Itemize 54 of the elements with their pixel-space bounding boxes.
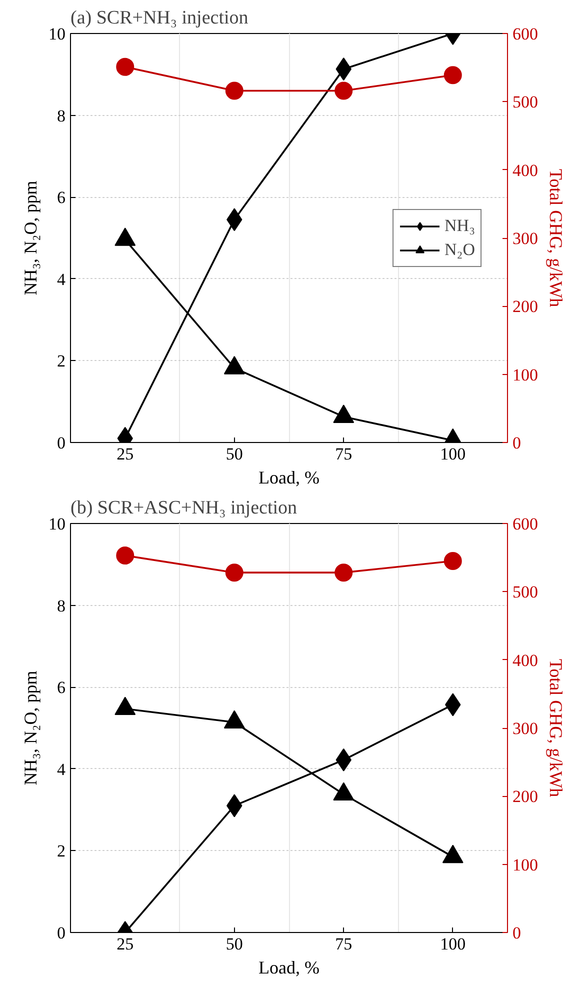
y2-axis-title: Total GHG, g/kWh xyxy=(546,658,566,798)
point xyxy=(116,546,134,565)
y-tick-label: 4 xyxy=(57,270,66,289)
x-tick-label: 100 xyxy=(440,934,466,954)
chart-title: (b) SCR+ASC+NH₃ injection xyxy=(70,498,298,518)
point xyxy=(225,564,244,582)
y2-tick-label: 0 xyxy=(512,434,521,452)
y-axis-title: NH₃, N₂O, ppm xyxy=(20,180,40,296)
y-tick-label: 6 xyxy=(57,188,66,208)
y-tick-label: 10 xyxy=(48,24,66,44)
y2-tick-label: 500 xyxy=(512,92,538,112)
x-tick-label: 50 xyxy=(226,444,243,464)
y2-axis-title: Total GHG, g/kWh xyxy=(546,168,566,308)
chart-title: (a) SCR+NH₃ injection xyxy=(70,8,249,28)
y-tick-label: 10 xyxy=(48,514,66,534)
y-tick-label: 0 xyxy=(57,434,66,452)
point xyxy=(334,564,353,582)
y2-tick-label: 200 xyxy=(512,297,538,316)
point xyxy=(333,404,354,424)
x-tick-label: 25 xyxy=(116,444,134,464)
x-tick-label: 75 xyxy=(335,934,352,954)
y-axis-title: NH₃, N₂O, ppm xyxy=(20,670,40,786)
y-tick-label: 2 xyxy=(57,352,66,371)
point xyxy=(334,82,353,100)
y-tick-label: 4 xyxy=(57,760,66,779)
point xyxy=(444,66,462,84)
x-tick-label: 100 xyxy=(440,444,466,464)
y2-tick-label: 300 xyxy=(512,719,538,738)
point xyxy=(225,82,244,100)
point xyxy=(444,552,462,570)
y2-tick-label: 100 xyxy=(512,365,538,384)
y2-tick-label: 500 xyxy=(512,582,538,602)
y2-tick-label: 400 xyxy=(512,650,538,670)
x-tick-label: 50 xyxy=(226,934,243,954)
x-axis-title: Load, % xyxy=(258,468,320,488)
legend-label: NH₃ xyxy=(444,216,475,236)
point xyxy=(116,58,134,76)
point xyxy=(224,356,245,374)
x-tick-label: 75 xyxy=(335,444,352,464)
y2-tick-label: 0 xyxy=(512,924,521,942)
y-tick-label: 8 xyxy=(57,106,66,126)
y2-tick-label: 300 xyxy=(512,229,538,248)
y2-tick-label: 100 xyxy=(512,855,538,874)
y-tick-label: 0 xyxy=(57,924,66,942)
y2-tick-label: 200 xyxy=(512,787,538,806)
y-tick-label: 6 xyxy=(57,678,66,698)
y2-tick-label: 600 xyxy=(512,24,538,44)
x-axis-title: Load, % xyxy=(258,958,320,978)
y2-tick-label: 600 xyxy=(512,514,538,534)
x-tick-label: 25 xyxy=(116,934,134,954)
y-tick-label: 8 xyxy=(57,596,66,616)
y2-tick-label: 400 xyxy=(512,160,538,180)
legend-label: N₂O xyxy=(444,240,475,260)
y-tick-label: 2 xyxy=(57,842,66,861)
